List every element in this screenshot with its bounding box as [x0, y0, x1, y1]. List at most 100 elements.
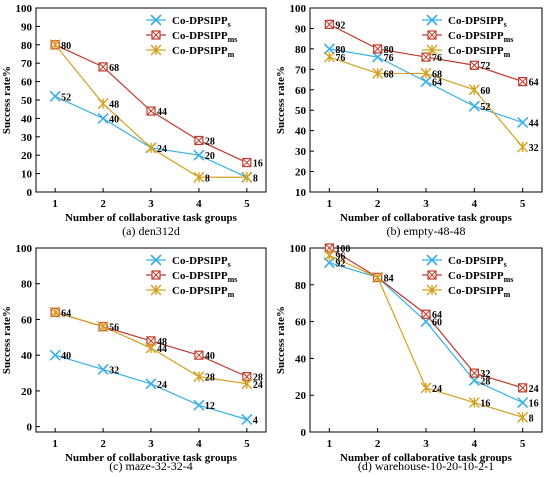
- data-point-m: [145, 142, 157, 154]
- data-point-s: [193, 149, 205, 161]
- y-tick-label: 20: [295, 390, 307, 402]
- y-tick-label: 0: [27, 187, 33, 199]
- legend-label: Co-DPSIPPs: [448, 255, 507, 269]
- data-label: 24: [157, 380, 167, 391]
- y-tick-label: 50: [21, 95, 33, 107]
- y-tick-label: 90: [21, 21, 33, 33]
- data-point-ms: [146, 106, 156, 116]
- data-label: 32: [480, 369, 490, 380]
- data-label: 76: [335, 53, 345, 64]
- y-tick-label: 0: [301, 427, 307, 439]
- chart-panel-1: 0 10 20 30 40 50 60 70 80 90 100 1 2 3 4 5 Number of col…: [1, 3, 267, 238]
- panel-caption: (a) den312d: [122, 224, 180, 238]
- y-tick-label: 60: [295, 85, 307, 97]
- x-tick-label: 5: [520, 198, 526, 210]
- data-label: 76: [432, 53, 442, 64]
- x-axis-label: Number of collaborative task groups: [340, 212, 513, 224]
- x-tick-label: 3: [423, 198, 429, 210]
- data-label: 32: [109, 365, 119, 376]
- data-label: 40: [205, 351, 215, 362]
- y-tick-label: 100: [290, 243, 307, 255]
- data-point-ms: [421, 52, 431, 62]
- y-tick-label: 80: [295, 44, 307, 56]
- data-label: 44: [157, 344, 167, 355]
- data-label: 28: [205, 136, 215, 147]
- data-label: 8: [529, 413, 534, 424]
- data-point-m: [517, 411, 529, 423]
- legend-label: Co-DPSIPPm: [172, 45, 235, 59]
- data-point-ms: [469, 368, 479, 378]
- data-point-s: [323, 43, 335, 55]
- data-label: 68: [432, 69, 442, 80]
- data-point-m: [49, 306, 61, 318]
- legend-label: Co-DPSIPPs: [172, 15, 231, 29]
- data-label: 68: [109, 63, 119, 74]
- x-tick-label: 4: [196, 438, 202, 450]
- data-point-m: [420, 67, 432, 79]
- data-point-s: [193, 399, 205, 411]
- data-point-ms: [324, 19, 334, 29]
- legend-label: Co-DPSIPPms: [448, 270, 513, 284]
- data-label: 16: [480, 399, 490, 410]
- legend-label: Co-DPSIPPs: [448, 15, 507, 29]
- x-tick-label: 1: [327, 198, 333, 210]
- y-tick-label: 70: [295, 64, 307, 76]
- data-label: 68: [384, 69, 394, 80]
- data-point-ms: [421, 309, 431, 319]
- legend-label: Co-DPSIPPms: [448, 30, 513, 44]
- chart-panel-4: 0 20 40 60 80 100 1 2 3 4 5 Number of collaborative…: [275, 243, 543, 473]
- legend-entry-ms: Co-DPSIPPms: [146, 270, 237, 284]
- x-tick-label: 4: [472, 438, 478, 450]
- data-point-ms: [194, 350, 204, 360]
- data-label: 24: [157, 144, 167, 155]
- data-point-m: [323, 51, 335, 63]
- data-label: 64: [432, 310, 442, 321]
- data-point-s: [372, 51, 384, 63]
- y-tick-label: 100: [16, 243, 33, 255]
- data-point-m: [193, 171, 205, 183]
- data-label: 80: [61, 41, 71, 52]
- y-tick-label: 30: [295, 146, 307, 158]
- legend-entry-m: Co-DPSIPPm: [146, 284, 235, 299]
- y-tick-label: 80: [21, 40, 33, 52]
- data-label: 44: [157, 107, 167, 118]
- data-label: 92: [335, 20, 345, 31]
- data-label: 60: [480, 86, 490, 97]
- data-point-m: [323, 249, 335, 261]
- data-label: 28: [253, 373, 263, 384]
- data-label: 48: [157, 337, 167, 348]
- legend-entry-m: Co-DPSIPPm: [422, 44, 511, 59]
- x-tick-label: 5: [244, 198, 250, 210]
- data-label: 96: [335, 251, 345, 262]
- data-label: 8: [205, 173, 210, 184]
- data-label: 20: [205, 151, 215, 162]
- data-label: 92: [335, 259, 345, 270]
- data-label: 84: [384, 273, 394, 284]
- data-point-m: [372, 67, 384, 79]
- chart-panel-2: 10 20 30 40 50 60 70 80 90 100 1 2 3 4 5 Number of coll…: [275, 3, 543, 238]
- data-point-s: [97, 112, 109, 124]
- y-tick-label: 40: [21, 113, 33, 125]
- data-point-ms: [98, 62, 108, 72]
- y-axis-label: Success rate%: [275, 306, 287, 374]
- data-label: 12: [205, 401, 215, 412]
- data-point-s: [468, 100, 480, 112]
- data-point-m: [193, 371, 205, 383]
- panel-caption: (c) maze-32-32-4: [109, 459, 193, 473]
- legend-entry-m: Co-DPSIPPm: [422, 284, 511, 299]
- data-label: 64: [529, 78, 539, 89]
- data-point-ms: [242, 157, 252, 168]
- x-tick-label: 1: [52, 198, 58, 210]
- data-point-s: [49, 349, 61, 361]
- data-label: 76: [384, 53, 394, 64]
- data-point-m: [241, 171, 253, 183]
- legend-entry-ms: Co-DPSIPPms: [146, 30, 237, 44]
- data-label: 24: [432, 384, 442, 395]
- y-tick-label: 0: [27, 422, 33, 434]
- y-tick-label: 30: [21, 132, 33, 144]
- y-tick-label: 90: [295, 23, 307, 35]
- y-tick-label: 20: [21, 150, 33, 162]
- x-tick-label: 3: [423, 438, 429, 450]
- data-label: 40: [61, 351, 71, 362]
